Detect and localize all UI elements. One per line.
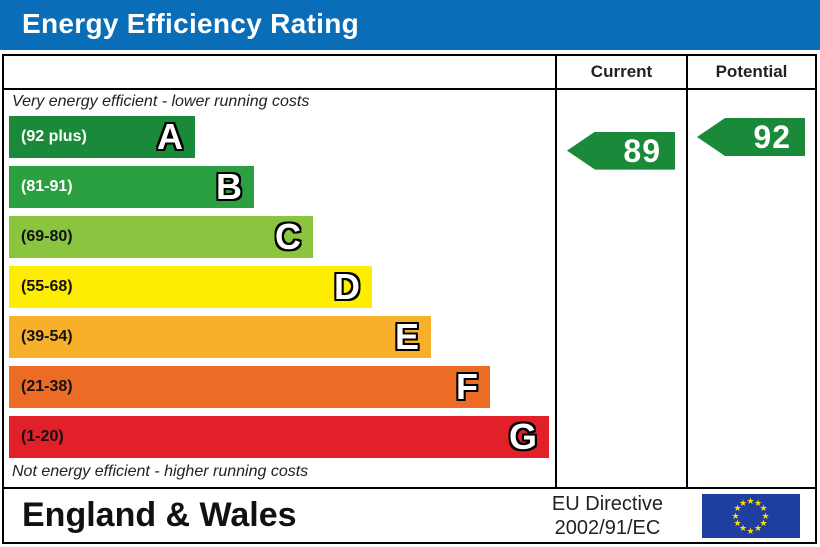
eu-star-icon: ★ bbox=[746, 525, 755, 536]
page-title: Energy Efficiency Rating bbox=[22, 8, 360, 39]
band-c: (69-80) C bbox=[9, 216, 313, 258]
caption-very-efficient: Very energy efficient - lower running co… bbox=[12, 93, 310, 110]
rating-frame bbox=[2, 54, 817, 544]
band-g-letter: G bbox=[508, 416, 537, 457]
eu-directive-line2: 2002/91/EC bbox=[554, 517, 661, 539]
eu-star-icon: ★ bbox=[733, 503, 742, 513]
caption-not-efficient: Not energy efficient - higher running co… bbox=[12, 463, 309, 480]
column-divider-potential bbox=[686, 54, 688, 488]
band-g-range: (1-20) bbox=[21, 428, 64, 445]
band-f-letter: F bbox=[456, 366, 478, 407]
eu-star-icon: ★ bbox=[761, 510, 770, 521]
header-bar: Energy Efficiency Rating bbox=[0, 0, 820, 50]
footer-divider bbox=[2, 487, 817, 489]
header-row-divider bbox=[2, 88, 817, 90]
band-d-range: (55-68) bbox=[21, 278, 73, 295]
band-e-letter: E bbox=[394, 316, 419, 357]
band-b-range: (81-91) bbox=[21, 178, 73, 195]
eu-star-icon: ★ bbox=[754, 523, 763, 534]
band-a-range: (92 plus) bbox=[21, 128, 87, 145]
eu-directive-line1: EU Directive bbox=[551, 493, 664, 515]
band-a: (92 plus) A bbox=[9, 116, 195, 158]
eu-star-icon: ★ bbox=[759, 518, 768, 528]
band-f: (21-38) F bbox=[9, 366, 490, 408]
band-d: (55-68) D bbox=[9, 266, 372, 308]
band-c-letter: C bbox=[275, 216, 301, 257]
eu-star-icon: ★ bbox=[754, 497, 763, 508]
band-f-range: (21-38) bbox=[21, 378, 73, 395]
band-e: (39-54) E bbox=[9, 316, 431, 358]
eu-star-icon: ★ bbox=[746, 495, 755, 506]
band-g: (1-20) G bbox=[9, 416, 549, 458]
current-rating-value: 89 bbox=[623, 132, 661, 169]
eu-star-icon: ★ bbox=[739, 523, 748, 534]
current-column-header: Current bbox=[590, 62, 653, 81]
eu-star-icon: ★ bbox=[733, 518, 742, 528]
potential-column-header: Potential bbox=[715, 62, 788, 81]
column-divider-current bbox=[555, 54, 557, 488]
band-d-letter: D bbox=[334, 266, 360, 307]
eu-directive: EU Directive 2002/91/EC bbox=[530, 492, 685, 540]
eu-flag-icon: ★ ★ ★ ★ ★ ★ ★ ★ ★ ★ ★ ★ bbox=[702, 494, 800, 538]
region-label: England & Wales bbox=[22, 496, 297, 534]
band-b: (81-91) B bbox=[9, 166, 254, 208]
eu-star-icon: ★ bbox=[731, 510, 740, 521]
potential-rating-value: 92 bbox=[753, 119, 791, 155]
eu-star-icon: ★ bbox=[739, 497, 748, 508]
band-b-letter: B bbox=[216, 166, 242, 207]
band-e-range: (39-54) bbox=[21, 328, 73, 345]
band-c-range: (69-80) bbox=[21, 228, 73, 245]
eu-star-icon: ★ bbox=[759, 503, 768, 513]
band-a-letter: A bbox=[157, 116, 183, 157]
